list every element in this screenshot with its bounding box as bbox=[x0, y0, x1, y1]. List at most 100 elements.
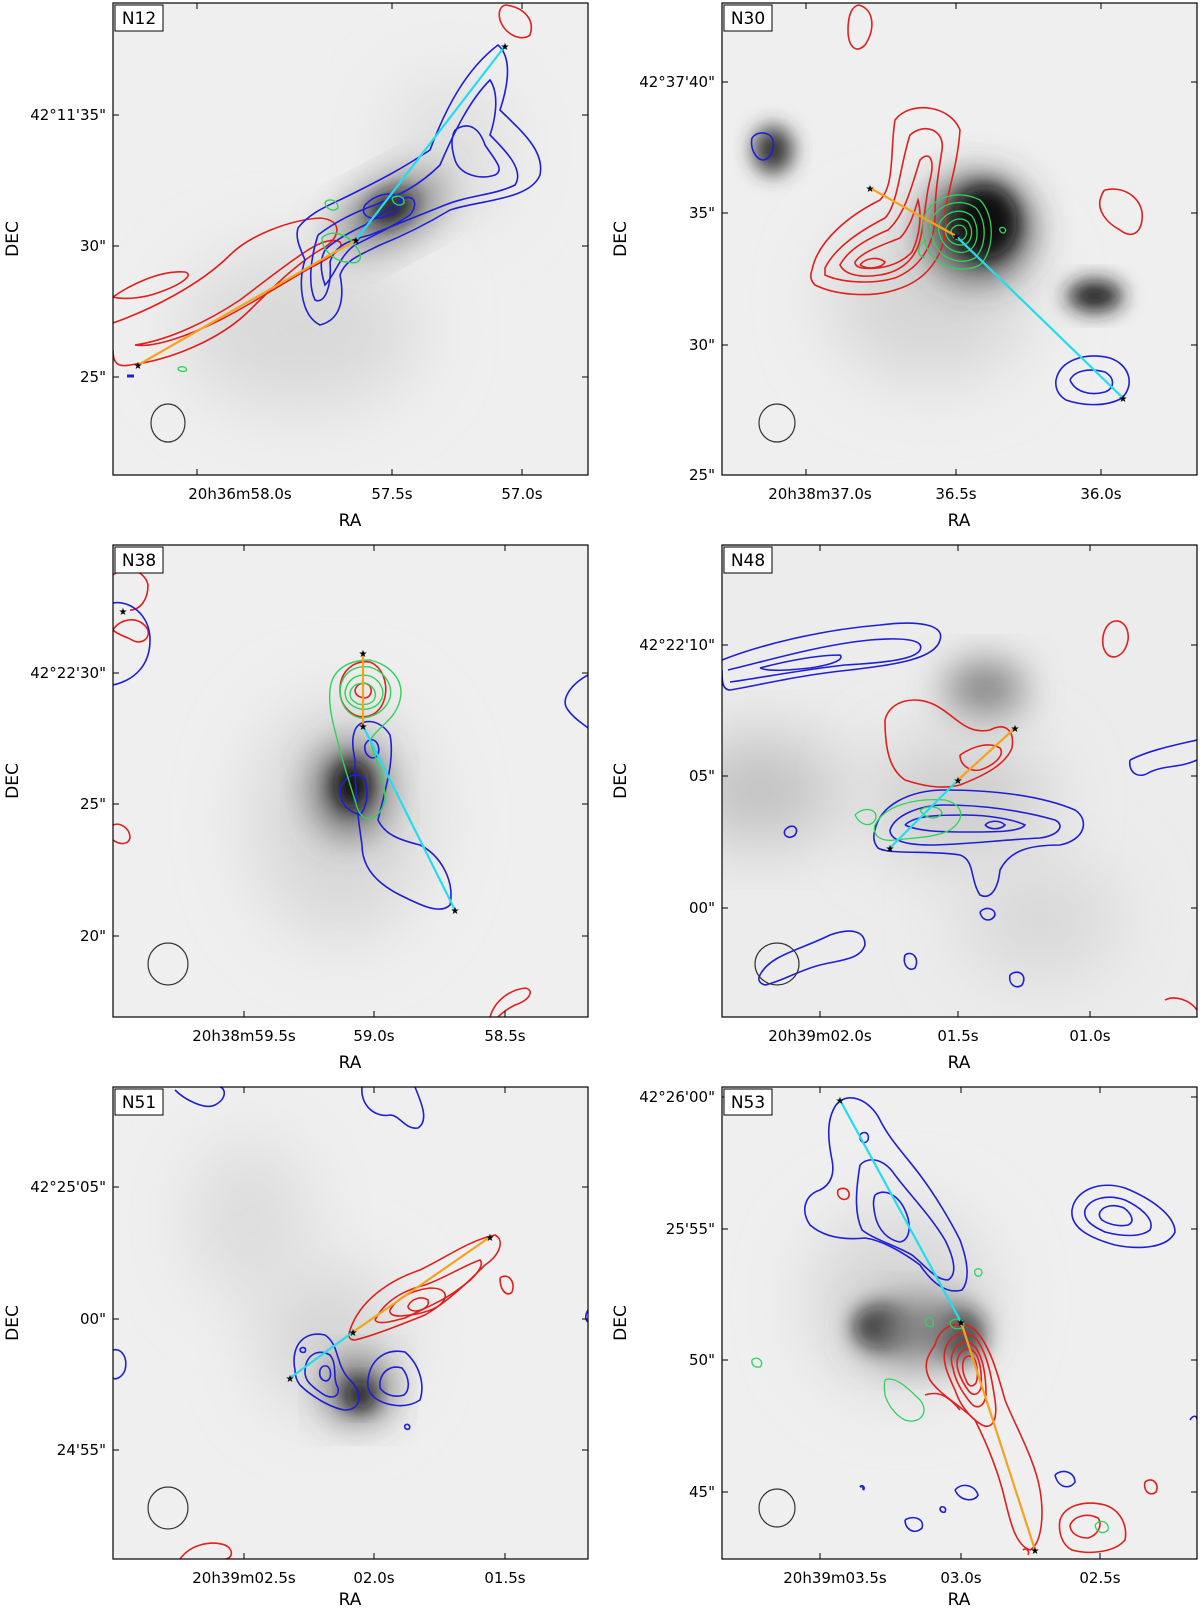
ra-tick-label: 03.0s bbox=[940, 1569, 981, 1587]
red-lobe-line bbox=[957, 727, 1016, 781]
ticks bbox=[722, 3, 1197, 476]
x-axis-label: RA bbox=[948, 511, 971, 531]
green-contours bbox=[751, 1268, 1109, 1534]
blue-lobe-tip-icon: ★ bbox=[1119, 394, 1128, 405]
source-center-icon: ★ bbox=[954, 776, 963, 787]
blue-lobe-tip-icon: ★ bbox=[836, 1096, 845, 1107]
blue-contours bbox=[127, 43, 542, 378]
panel-label-box bbox=[723, 1088, 773, 1116]
ticks bbox=[113, 3, 588, 475]
panel-label: N38 bbox=[122, 551, 156, 571]
panel-frame bbox=[112, 1086, 589, 1560]
beam-ellipse bbox=[150, 403, 186, 443]
red-contours bbox=[836, 1187, 1158, 1556]
source-center-icon: ★ bbox=[352, 236, 361, 247]
panel-n51: ★ ★ ★ N51 20h39m02.5s 02.0s 01.5s 42°25'… bbox=[3, 1086, 589, 1610]
blue-lobe-tip-icon: ★ bbox=[886, 844, 895, 855]
ra-tick-label: 02.0s bbox=[353, 1569, 394, 1587]
dec-tick-label: 00" bbox=[80, 1310, 106, 1328]
x-axis-label: RA bbox=[339, 1053, 362, 1073]
source-center-icon: ★ bbox=[957, 1318, 966, 1329]
panel-n38: ★ ★ ★ ★ N38 20h38m59.5s 59.0s 58.5s 42°2… bbox=[3, 544, 589, 1073]
red-contours bbox=[809, 4, 1143, 296]
dec-tick-label: 30" bbox=[689, 336, 715, 354]
blue-contours bbox=[113, 1087, 588, 1431]
dec-tick-label: 25" bbox=[689, 466, 715, 484]
ra-tick-label: 20h39m02.5s bbox=[192, 1569, 296, 1587]
dec-tick-label: 00" bbox=[689, 899, 715, 917]
source-center-icon: ★ bbox=[952, 232, 961, 243]
dec-tick-label: 45" bbox=[689, 1483, 715, 1501]
panel-n48: ★ ★ ★ N48 20h39m02.0s 01.5s 01.0s 42°22'… bbox=[611, 544, 1198, 1073]
blue-contours bbox=[113, 601, 588, 910]
ra-tick-label: 02.5s bbox=[1079, 1569, 1120, 1587]
dec-tick-label: 42°25'05" bbox=[30, 1178, 106, 1196]
red-lobe-tip-icon: ★ bbox=[119, 607, 128, 618]
dec-tick-label: 30" bbox=[80, 237, 106, 255]
source-center-icon: ★ bbox=[359, 722, 368, 733]
blue-contours bbox=[804, 1096, 1197, 1532]
blue-lobe-line bbox=[289, 1331, 354, 1379]
panel-label: N12 bbox=[122, 9, 156, 29]
x-axis-label: RA bbox=[948, 1053, 971, 1073]
red-lobe-tip-icon: ★ bbox=[1011, 724, 1020, 735]
red-lobe-tip-icon: ★ bbox=[359, 649, 368, 660]
red-lobe-line bbox=[959, 1321, 1037, 1551]
ra-tick-label: 58.5s bbox=[484, 1027, 525, 1045]
image-area: ★ ★ ★ bbox=[751, 1096, 1197, 1557]
ra-tick-label: 57.0s bbox=[501, 485, 542, 503]
dec-tick-label: 20" bbox=[80, 927, 106, 945]
y-axis-label: DEC bbox=[3, 221, 23, 257]
y-axis-label: DEC bbox=[3, 1305, 23, 1341]
blue-contours bbox=[722, 622, 1197, 988]
blue-lobe-tip-icon: ★ bbox=[286, 1374, 295, 1385]
panel-frame bbox=[721, 1086, 1198, 1560]
panel-label: N53 bbox=[731, 1093, 765, 1113]
panel-n12: ★ ★ ★ N12 20h36m58.0s 57.5s 57.0s 42°11'… bbox=[3, 2, 589, 531]
blue-lobe-line bbox=[955, 235, 1124, 399]
ra-tick-label: 01.5s bbox=[484, 1569, 525, 1587]
red-contours bbox=[884, 620, 1197, 1011]
blue-lobe-line bbox=[889, 779, 959, 849]
dec-tick-label: 35" bbox=[689, 204, 715, 222]
panel-label-box bbox=[723, 4, 773, 32]
image-area: ★ ★ ★ bbox=[750, 4, 1143, 443]
image-area: ★ ★ ★ bbox=[113, 4, 542, 443]
x-axis-label: RA bbox=[339, 511, 362, 531]
x-axis-label: RA bbox=[339, 1590, 362, 1609]
ra-tick-label: 59.0s bbox=[353, 1027, 394, 1045]
x-axis-label: RA bbox=[948, 1590, 971, 1609]
blue-lobe-line bbox=[839, 1099, 962, 1323]
panel-frame bbox=[112, 2, 589, 476]
panel-label: N48 bbox=[731, 551, 765, 571]
panel-n30: ★ ★ ★ N30 20h38m37.0s 36.5s 36.0s 42°37'… bbox=[611, 2, 1198, 531]
ra-tick-label: 57.5s bbox=[371, 485, 412, 503]
ticks bbox=[113, 1087, 588, 1559]
ra-tick-label: 20h38m59.5s bbox=[192, 1027, 296, 1045]
panel-label: N30 bbox=[731, 9, 765, 29]
ticks bbox=[113, 545, 588, 1017]
dec-tick-label: 42°22'30" bbox=[30, 664, 106, 682]
red-lobe-line bbox=[869, 187, 957, 237]
panel-frame bbox=[112, 544, 589, 1018]
panel-label: N51 bbox=[122, 1093, 156, 1113]
ticks bbox=[722, 545, 1197, 1017]
ra-tick-label: 36.0s bbox=[1080, 485, 1121, 503]
beam-ellipse bbox=[754, 942, 800, 986]
dec-tick-label: 05" bbox=[689, 767, 715, 785]
red-lobe-line bbox=[352, 1236, 491, 1333]
image-area: ★ ★ ★ ★ bbox=[113, 569, 588, 1017]
ra-tick-label: 01.0s bbox=[1069, 1027, 1110, 1045]
ticks bbox=[722, 1087, 1197, 1559]
dec-tick-label: 25'55" bbox=[666, 1220, 715, 1238]
blue-lobe-tip-icon: ★ bbox=[501, 42, 510, 53]
dec-tick-label: 25" bbox=[80, 368, 106, 386]
green-contours bbox=[328, 659, 402, 820]
y-axis-label: DEC bbox=[611, 1305, 631, 1341]
panel-frame bbox=[721, 2, 1198, 476]
beam-ellipse bbox=[147, 1486, 189, 1530]
beam-ellipse bbox=[758, 1488, 796, 1528]
ra-tick-label: 36.5s bbox=[935, 485, 976, 503]
panel-frame bbox=[721, 544, 1198, 1018]
